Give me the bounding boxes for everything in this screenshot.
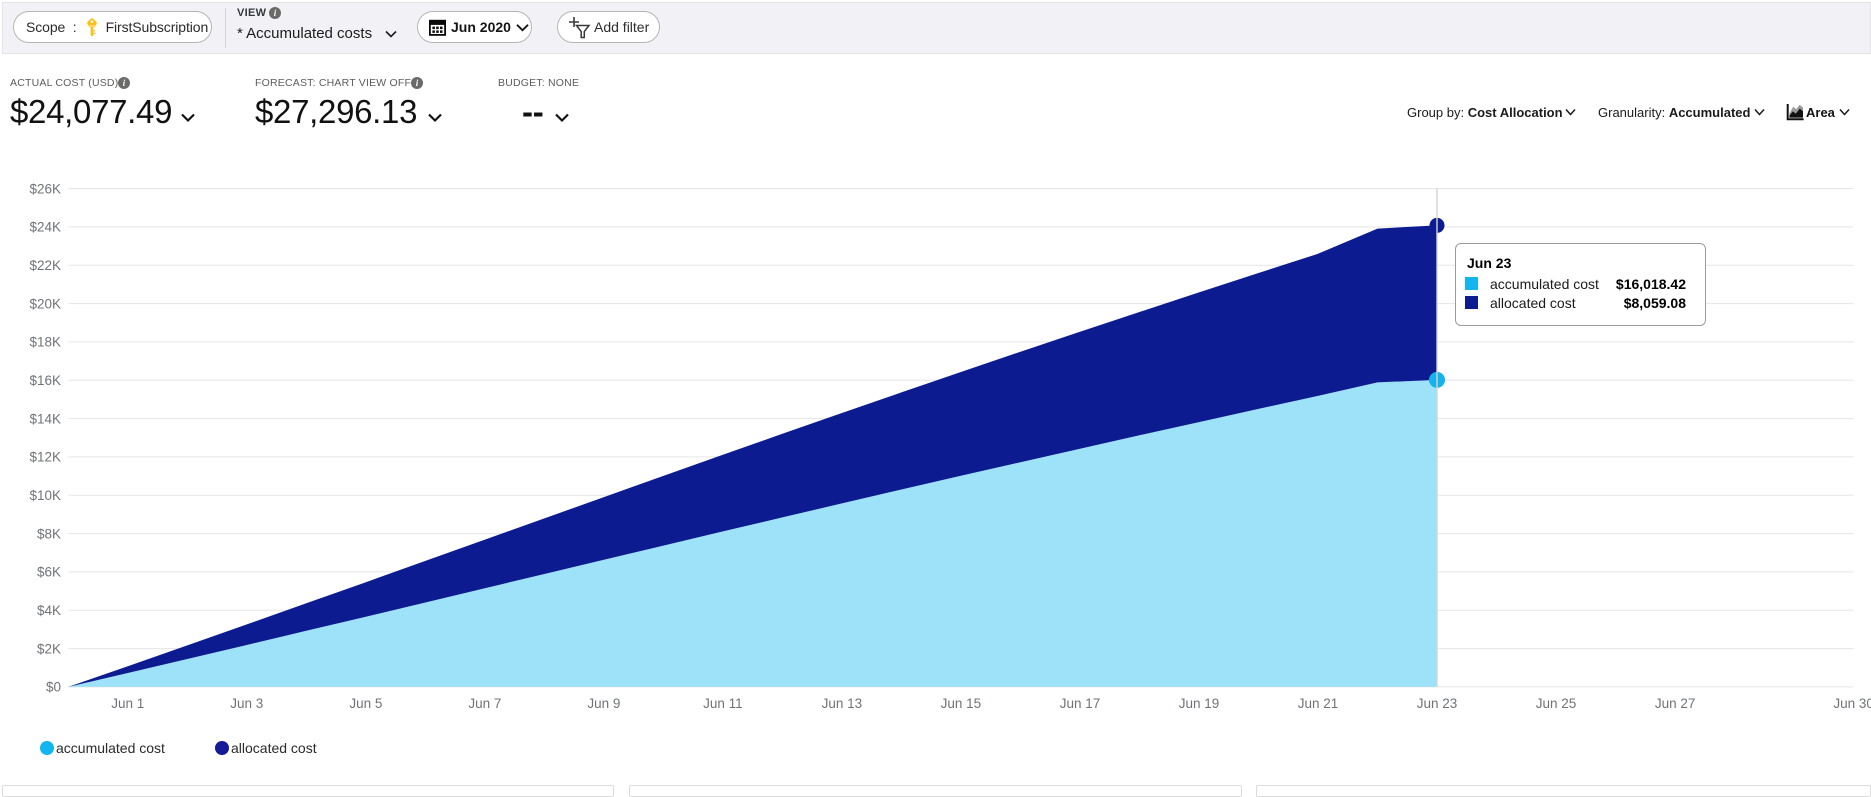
svg-text:$20K: $20K [29, 296, 61, 311]
svg-text:$6K: $6K [37, 565, 61, 580]
svg-text:$22K: $22K [29, 258, 61, 273]
svg-text:Jun 7: Jun 7 [468, 696, 501, 711]
svg-text:$8K: $8K [37, 526, 61, 541]
svg-text:Jun 3: Jun 3 [230, 696, 263, 711]
svg-text:$14K: $14K [29, 411, 61, 426]
svg-text:Jun 25: Jun 25 [1536, 696, 1577, 711]
svg-text:$24K: $24K [29, 220, 61, 235]
svg-text:accumulated cost: accumulated cost [56, 740, 165, 756]
svg-text:Jun 5: Jun 5 [349, 696, 382, 711]
svg-text:$0: $0 [46, 680, 61, 695]
svg-text:Jun 11: Jun 11 [703, 696, 743, 711]
svg-text:allocated cost: allocated cost [231, 740, 317, 756]
svg-text:Jun 30: Jun 30 [1833, 696, 1871, 711]
svg-text:$16K: $16K [29, 373, 61, 388]
svg-text:$10K: $10K [29, 488, 61, 503]
svg-text:$2K: $2K [37, 641, 61, 656]
svg-text:Jun 19: Jun 19 [1179, 696, 1220, 711]
svg-text:$26K: $26K [29, 181, 61, 196]
svg-text:Jun 21: Jun 21 [1298, 696, 1339, 711]
svg-text:Jun 1: Jun 1 [111, 696, 144, 711]
svg-text:Jun 27: Jun 27 [1655, 696, 1696, 711]
svg-text:Jun 15: Jun 15 [941, 696, 982, 711]
svg-text:$18K: $18K [29, 335, 61, 350]
svg-text:Jun 13: Jun 13 [822, 696, 863, 711]
svg-text:Jun 23: Jun 23 [1417, 696, 1458, 711]
svg-text:$12K: $12K [29, 450, 61, 465]
svg-text:Jun 17: Jun 17 [1060, 696, 1101, 711]
svg-text:$4K: $4K [37, 603, 61, 618]
svg-text:Jun 9: Jun 9 [587, 696, 620, 711]
